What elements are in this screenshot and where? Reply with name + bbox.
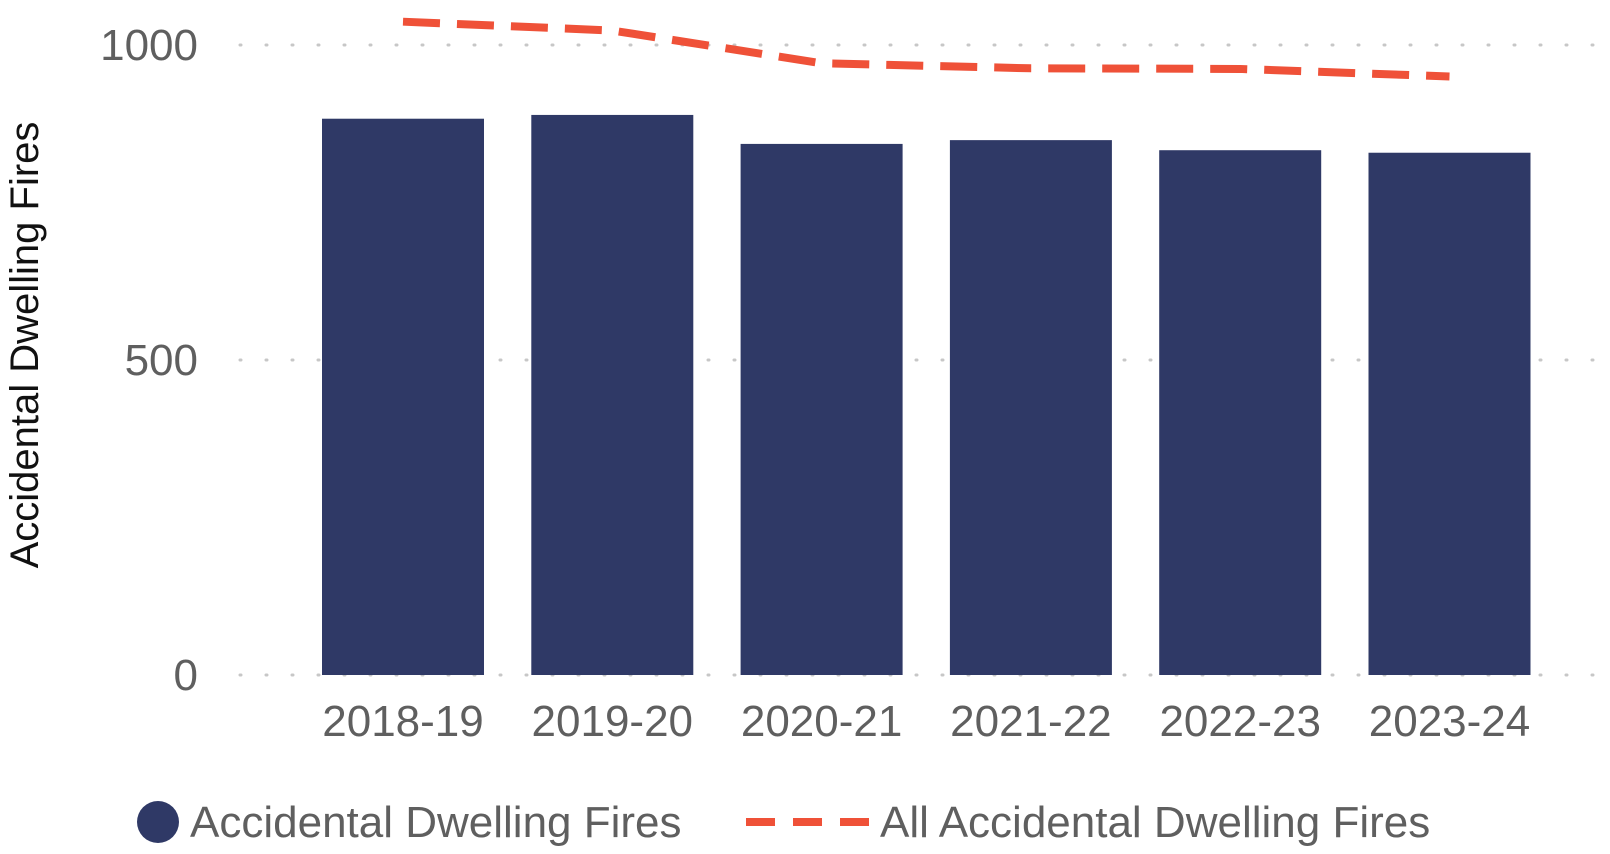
y-axis-title: Accidental Dwelling Fires (3, 122, 47, 569)
bar-2023-24 (1368, 152, 1531, 676)
x-tick-label-2023-24: 2023-24 (1369, 697, 1530, 746)
bar-2018-19 (322, 118, 484, 675)
bar-2020-21 (740, 143, 903, 675)
bar-2019-20 (531, 114, 694, 676)
bar-layer (322, 114, 1531, 676)
y-tick-label-2: 1000 (100, 21, 198, 70)
x-tick-label-2020-21: 2020-21 (741, 697, 902, 746)
series-line-all-accidental-dwelling-fires (402, 17, 1450, 81)
bar-2022-23 (1159, 150, 1322, 675)
x-tick-label-2021-22: 2021-22 (950, 697, 1111, 746)
bar-2021-22 (949, 140, 1112, 675)
legend-bar-label: Accidental Dwelling Fires (190, 798, 682, 847)
x-tick-label-2022-23: 2022-23 (1159, 697, 1320, 746)
line-layer (402, 17, 1450, 81)
legend-line-label: All Accidental Dwelling Fires (880, 798, 1430, 847)
y-tick-label-0: 0 (174, 651, 198, 700)
x-tick-layer: 2018-19 2019-20 2020-21 2021-22 2022-23 2023-… (322, 697, 1530, 746)
x-tick-label-2019-20: 2019-20 (532, 697, 693, 746)
y-tick-layer: 0 500 1000 (100, 21, 198, 700)
x-tick-label-2018-19: 2018-19 (322, 697, 483, 746)
legend-bar-swatch (137, 801, 179, 843)
y-tick-label-1: 500 (125, 336, 198, 385)
legend: Accidental Dwelling Fires All Accidental… (137, 798, 1430, 847)
